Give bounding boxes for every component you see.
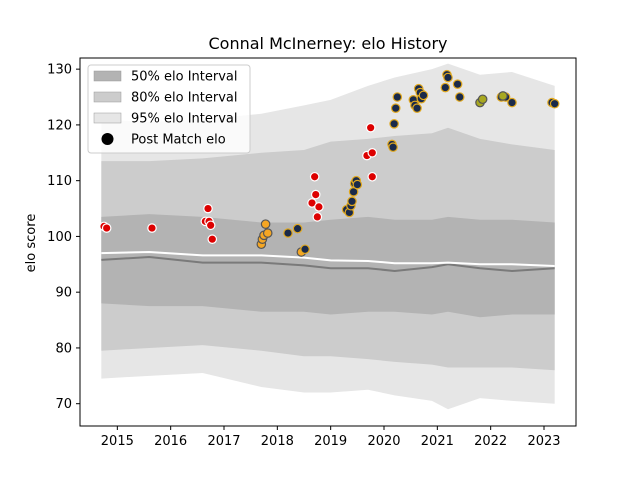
x-tick-label: 2018: [261, 434, 294, 449]
legend-label-2: 80% elo Interval: [131, 91, 238, 106]
elo-point-1: [205, 220, 216, 231]
elo-point-2: [262, 228, 273, 238]
elo-point-3: [283, 228, 293, 238]
y-tick-label: 70: [55, 397, 72, 412]
elo-point-1: [367, 171, 378, 182]
elo-point-3: [507, 97, 517, 108]
y-tick-label: 120: [47, 118, 72, 133]
elo-point-3: [390, 103, 401, 113]
legend: 50% elo Interval 80% elo Interval 95% elo …: [87, 64, 251, 154]
x-tick-label: 2021: [421, 434, 454, 449]
elo-point-3: [418, 90, 429, 101]
y-tick-label: 90: [55, 286, 72, 301]
legend-label-4: Post Match elo: [131, 133, 226, 148]
x-tick-label: 2022: [474, 434, 507, 449]
x-tick-label: 2016: [154, 434, 187, 449]
median-elo-line: [101, 256, 555, 272]
legend-label-3: 95% elo Interval: [131, 112, 238, 127]
legend-swatch-3: [93, 112, 122, 124]
plot-border: [79, 57, 577, 427]
elo-point-1: [147, 223, 157, 233]
y-tick-label: 110: [47, 174, 72, 189]
x-axis: 2015 2016 2017 2018 2019 2020 2021 2022 2023: [101, 426, 561, 449]
elo-point-1: [310, 189, 321, 200]
elo-point-1: [365, 122, 376, 133]
elo-point-3: [300, 244, 310, 255]
y-tick-label: 80: [55, 341, 72, 356]
y-tick-label: 130: [47, 63, 72, 78]
x-tick-label: 2020: [367, 434, 400, 449]
y-axis: 70 80 90 100 110 120 130: [47, 63, 80, 412]
legend-swatch-2: [93, 91, 122, 103]
elo-point-3: [452, 79, 463, 90]
x-tick-label: 2015: [101, 434, 134, 449]
legend-label-1: 50% elo Interval: [131, 70, 238, 85]
elo-point-1: [312, 212, 323, 222]
elo-point-2: [260, 219, 271, 229]
elo-point-3: [388, 142, 398, 153]
elo-point-1: [101, 223, 112, 233]
elo-point-3: [549, 98, 560, 109]
elo-point-4: [498, 91, 508, 101]
legend-swatch-1: [93, 70, 122, 82]
elo-point-3: [292, 223, 303, 234]
elo-point-1: [314, 202, 324, 212]
plot-frame: [79, 57, 577, 427]
elo-point-1: [207, 234, 218, 245]
band-50-interval: [101, 214, 555, 318]
mean-elo-line: [101, 251, 555, 267]
legend-marker-post-match: [101, 133, 114, 145]
y-tick-label: 100: [47, 230, 72, 245]
x-tick-label: 2023: [527, 434, 560, 449]
elo-trend-lines: [101, 251, 555, 272]
chart-title: Connal McInerney: elo History: [208, 34, 447, 53]
legend-box: [87, 64, 251, 154]
elo-point-3: [392, 92, 403, 102]
elo-point-3: [412, 103, 422, 113]
elo-point-3: [440, 82, 451, 93]
elo-point-3: [454, 92, 465, 102]
elo-point-4: [477, 94, 488, 105]
elo-point-1: [367, 147, 378, 158]
x-tick-label: 2019: [314, 434, 347, 449]
elo-point-3: [352, 179, 363, 190]
elo-point-1: [309, 171, 320, 182]
y-axis-label: elo score: [24, 214, 39, 273]
elo-point-3: [389, 118, 399, 129]
elo-point-3: [347, 196, 357, 207]
elo-point-1: [203, 203, 213, 214]
post-match-elo-points: [99, 69, 560, 257]
x-tick-label: 2017: [207, 434, 240, 449]
elo-point-3: [443, 72, 453, 83]
